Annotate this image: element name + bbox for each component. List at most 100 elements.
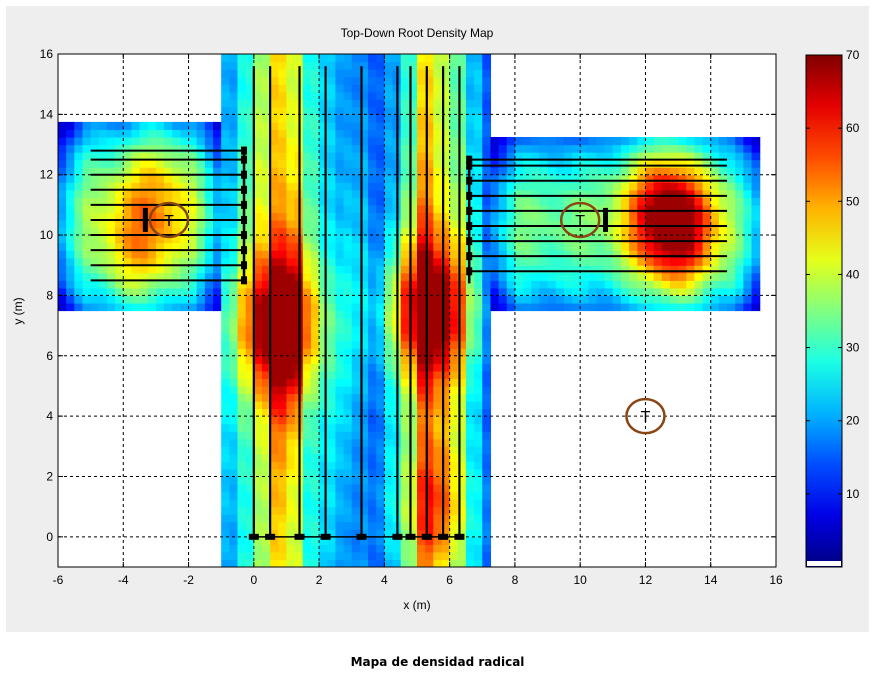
density-cell <box>727 189 736 198</box>
density-cell <box>106 265 116 274</box>
density-cell <box>335 476 345 485</box>
density-cell <box>66 197 75 206</box>
density-cell <box>319 370 328 379</box>
density-cell <box>310 144 320 153</box>
density-cell <box>286 152 296 161</box>
density-cell <box>710 280 720 289</box>
density-cell <box>580 167 589 176</box>
density-cell <box>604 212 614 221</box>
density-cell <box>327 302 337 312</box>
density-cell <box>237 159 247 168</box>
density-cell <box>221 167 230 176</box>
density-cell <box>425 121 434 131</box>
density-cell <box>425 106 434 115</box>
density-cell <box>400 265 410 274</box>
density-cell <box>629 242 638 251</box>
density-cell <box>441 84 451 93</box>
density-cell <box>310 69 320 78</box>
density-cell <box>310 544 320 553</box>
density-cell <box>188 212 198 221</box>
density-cell <box>188 121 198 131</box>
density-cell <box>343 167 353 176</box>
density-cell <box>620 257 630 266</box>
density-cell <box>490 227 500 236</box>
density-cell <box>400 325 410 334</box>
density-cell <box>82 242 92 251</box>
density-cell <box>66 182 75 191</box>
density-cell <box>343 416 353 425</box>
density-cell <box>368 514 377 523</box>
density-cell <box>335 227 345 236</box>
density-cell <box>653 182 663 191</box>
density-cell <box>90 250 100 259</box>
density-cell <box>474 355 483 364</box>
density-cell <box>384 235 394 244</box>
density-cell <box>368 385 377 395</box>
density-cell <box>155 159 165 168</box>
density-cell <box>514 212 524 221</box>
density-cell <box>523 295 532 304</box>
density-cell <box>221 144 230 153</box>
density-cell <box>188 295 198 304</box>
density-cell <box>368 491 377 500</box>
density-cell <box>417 438 426 447</box>
density-cell <box>237 468 247 478</box>
density-cell <box>408 446 418 455</box>
density-cell <box>335 159 345 168</box>
density-cell <box>131 265 141 274</box>
density-cell <box>286 114 296 123</box>
density-cell <box>351 114 361 123</box>
density-cell <box>204 302 214 312</box>
density-cell <box>661 265 671 274</box>
density-cell <box>327 506 337 515</box>
density-cell <box>115 197 124 206</box>
density-cell <box>433 363 443 372</box>
density-cell <box>425 54 434 63</box>
density-cell <box>335 401 345 410</box>
density-cell <box>620 152 630 161</box>
density-cell <box>743 167 753 176</box>
density-cell <box>604 204 614 214</box>
density-cell <box>563 257 573 266</box>
density-cell <box>376 536 385 545</box>
density-cell <box>727 159 736 168</box>
density-cell <box>261 129 271 138</box>
density-cell <box>669 174 679 183</box>
density-cell <box>221 491 230 500</box>
density-cell <box>319 423 328 432</box>
density-cell <box>188 302 198 312</box>
density-cell <box>261 333 271 342</box>
density-cell <box>74 189 84 198</box>
density-cell <box>221 551 230 561</box>
density-cell <box>74 197 84 206</box>
density-cell <box>196 144 206 153</box>
density-cell <box>441 189 451 198</box>
density-cell <box>319 476 328 485</box>
density-cell <box>221 514 230 523</box>
density-cell <box>286 378 296 387</box>
density-cell <box>213 250 222 259</box>
density-cell <box>302 204 312 214</box>
density-cell <box>661 167 671 176</box>
density-cell <box>237 114 247 123</box>
density-cell <box>58 227 67 236</box>
density-cell <box>139 136 149 146</box>
density-cell <box>408 318 418 327</box>
density-cell <box>465 476 475 485</box>
density-cell <box>221 393 230 402</box>
density-cell <box>106 197 116 206</box>
density-cell <box>310 159 320 168</box>
density-cell <box>310 401 320 410</box>
density-cell <box>735 204 744 214</box>
density-cell <box>302 431 312 440</box>
density-cell <box>343 250 353 259</box>
density-cell <box>66 257 75 266</box>
density-cell <box>204 212 214 221</box>
density-cell <box>368 325 377 334</box>
density-cell <box>98 242 108 251</box>
density-cell <box>261 355 271 364</box>
density-cell <box>221 114 230 123</box>
density-cell <box>310 529 320 538</box>
density-cell <box>718 167 728 176</box>
density-cell <box>457 491 467 500</box>
